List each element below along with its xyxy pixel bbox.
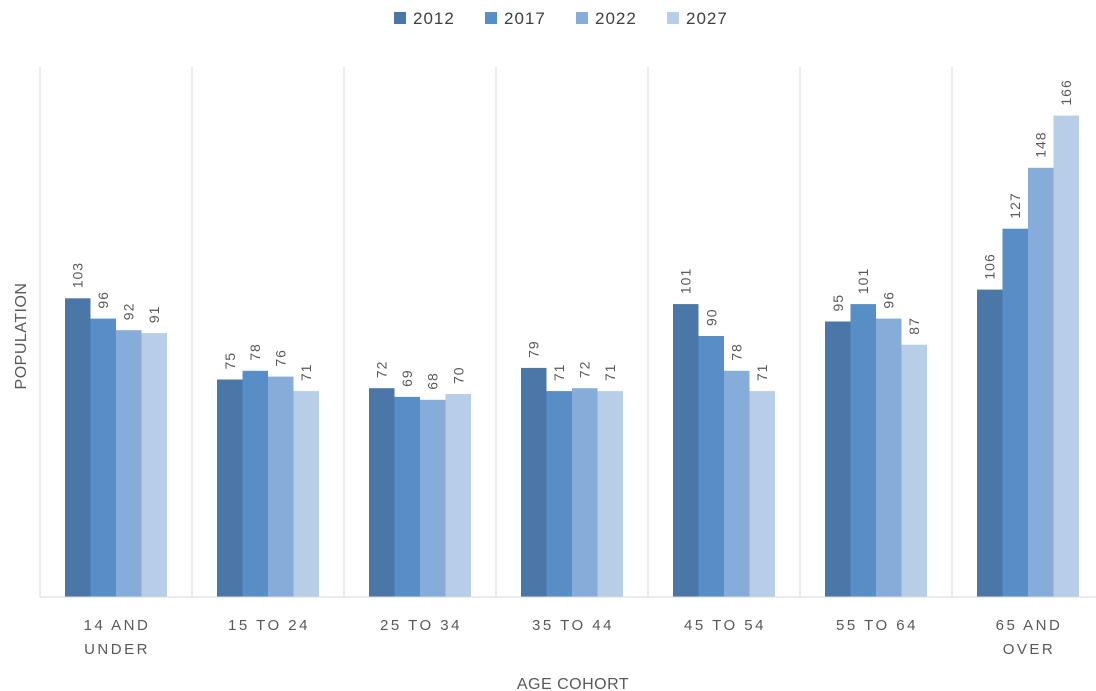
bar-2017 bbox=[90, 318, 116, 597]
bar-2017 bbox=[394, 396, 420, 597]
legend-label-2027: 2027 bbox=[686, 9, 728, 28]
legend-swatch-2012 bbox=[394, 12, 406, 24]
data-label: 79 bbox=[526, 340, 542, 358]
data-label: 95 bbox=[830, 294, 846, 312]
bar-2027 bbox=[445, 394, 471, 597]
bar-2017 bbox=[1002, 228, 1028, 597]
bar-2012 bbox=[673, 304, 699, 597]
legend-label-2022: 2022 bbox=[595, 9, 637, 28]
bar-2017 bbox=[850, 304, 876, 597]
bar-2027 bbox=[749, 391, 775, 597]
x-tick-label: 45 TO 54 bbox=[684, 617, 766, 634]
data-label: 71 bbox=[602, 364, 618, 382]
data-label: 103 bbox=[70, 262, 86, 288]
data-label: 71 bbox=[754, 364, 770, 382]
bar-2022 bbox=[420, 399, 446, 597]
x-tick-label: 15 TO 24 bbox=[228, 617, 310, 634]
data-label: 78 bbox=[247, 343, 263, 361]
bar-2012 bbox=[369, 388, 395, 597]
data-label: 75 bbox=[222, 352, 238, 370]
category-gridlines bbox=[39, 67, 953, 597]
bar-2017 bbox=[546, 391, 572, 597]
bar-2027 bbox=[597, 391, 623, 597]
bar-2022 bbox=[268, 376, 294, 597]
data-label: 70 bbox=[450, 366, 466, 384]
x-tick-label: OVER bbox=[1003, 641, 1056, 658]
chart-legend: 2012 2017 2022 2027 bbox=[394, 9, 728, 28]
bar-series bbox=[65, 115, 1079, 598]
data-label: 72 bbox=[374, 361, 390, 379]
x-tick-label: 14 AND bbox=[84, 617, 151, 634]
bar-2022 bbox=[876, 318, 902, 597]
bar-2027 bbox=[901, 344, 927, 597]
bar-2022 bbox=[724, 370, 750, 597]
data-label: 101 bbox=[855, 268, 871, 294]
data-label: 91 bbox=[146, 306, 162, 324]
data-label: 71 bbox=[551, 364, 567, 382]
y-axis-title: POPULATION bbox=[13, 283, 30, 390]
data-label: 78 bbox=[729, 343, 745, 361]
data-label: 87 bbox=[906, 317, 922, 335]
data-label: 69 bbox=[399, 369, 415, 387]
x-axis-title: AGE COHORT bbox=[517, 676, 629, 691]
data-label: 127 bbox=[1007, 192, 1023, 218]
bar-2012 bbox=[65, 298, 91, 597]
legend-label-2012: 2012 bbox=[413, 9, 455, 28]
legend-swatch-2017 bbox=[485, 12, 497, 24]
legend-swatch-2022 bbox=[576, 12, 588, 24]
bar-2012 bbox=[521, 367, 547, 597]
data-label: 71 bbox=[298, 364, 314, 382]
data-label: 96 bbox=[881, 291, 897, 309]
data-label: 101 bbox=[678, 268, 694, 294]
bar-2017 bbox=[242, 370, 268, 597]
legend-swatch-2027 bbox=[667, 12, 679, 24]
bar-2012 bbox=[977, 289, 1003, 597]
data-label: 92 bbox=[121, 303, 137, 321]
bar-2027 bbox=[141, 333, 167, 597]
data-label: 72 bbox=[577, 361, 593, 379]
x-tick-label: UNDER bbox=[84, 641, 150, 658]
bar-2027 bbox=[293, 391, 319, 597]
data-label: 90 bbox=[703, 308, 719, 326]
bar-2012 bbox=[217, 379, 243, 597]
bar-2012 bbox=[825, 321, 851, 597]
data-label: 148 bbox=[1033, 131, 1049, 157]
data-label: 106 bbox=[982, 253, 998, 279]
legend-label-2017: 2017 bbox=[504, 9, 546, 28]
bar-2022 bbox=[1028, 167, 1054, 598]
data-labels: 103 96 92 91 75 78 76 71 72 69 68 70 79 71 72 71 101 90 78… bbox=[70, 79, 1075, 390]
x-axis-tick-labels: 14 AND UNDER 15 TO 24 25 TO 34 35 TO 44 45 TO… bbox=[84, 617, 1063, 658]
bar-2022 bbox=[572, 388, 598, 597]
bar-2022 bbox=[116, 330, 142, 597]
bar-2017 bbox=[698, 336, 724, 597]
x-tick-label: 65 AND bbox=[996, 617, 1063, 634]
x-tick-label: 25 TO 34 bbox=[380, 617, 462, 634]
data-label: 68 bbox=[425, 372, 441, 390]
bar-2027 bbox=[1053, 115, 1079, 597]
x-tick-label: 35 TO 44 bbox=[532, 617, 614, 634]
data-label: 166 bbox=[1058, 79, 1074, 105]
data-label: 76 bbox=[273, 349, 289, 367]
data-label: 96 bbox=[95, 291, 111, 309]
x-tick-label: 55 TO 64 bbox=[836, 617, 918, 634]
